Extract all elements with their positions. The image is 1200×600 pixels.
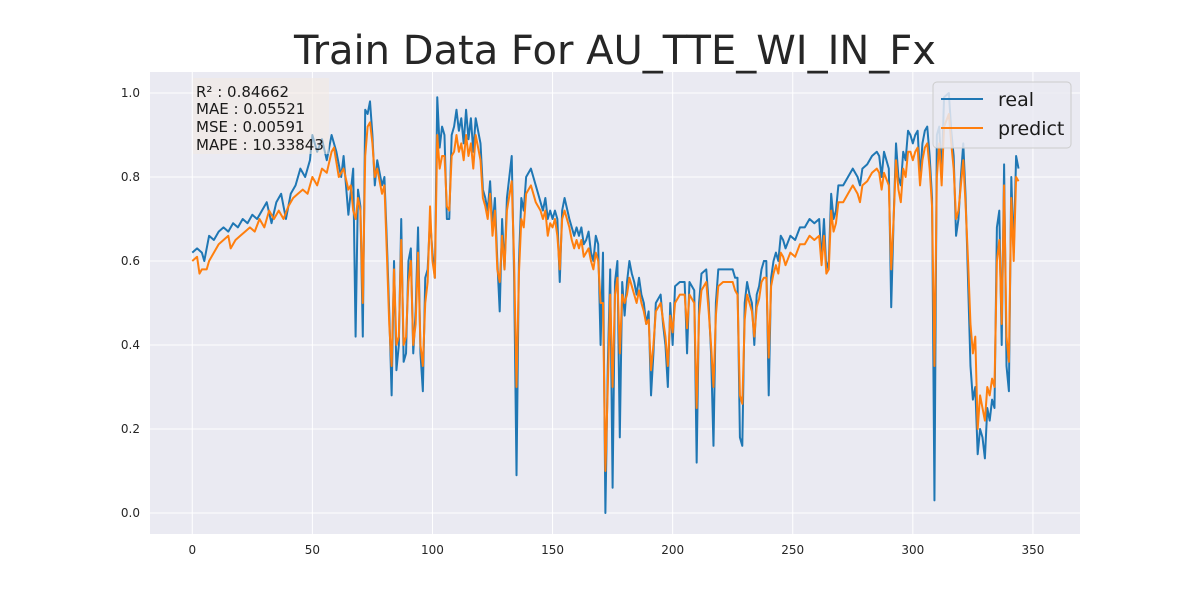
x-tick-label: 300 [901,543,924,557]
x-tick-label: 50 [305,543,320,557]
y-tick-label: 0.0 [121,506,140,520]
x-tick-label: 200 [661,543,684,557]
x-tick-label: 0 [188,543,196,557]
legend-label-predict: predict [998,118,1064,140]
x-axis: 0 50 100 150 200 250 300 350 [188,543,1044,557]
legend-label-real: real [998,89,1034,111]
x-tick-label: 150 [541,543,564,557]
y-tick-label: 0.6 [121,254,140,268]
y-tick-label: 0.4 [121,338,140,352]
x-tick-label: 350 [1021,543,1044,557]
metric-r2: R² : 0.84662 [196,83,289,101]
y-tick-label: 0.2 [121,422,140,436]
metrics-box: R² : 0.84662 MAE : 0.05521 MSE : 0.00591… [193,78,329,154]
series-layer [191,92,1020,514]
metric-mse: MSE : 0.00591 [196,118,305,136]
y-tick-label: 1.0 [121,86,140,100]
x-tick-label: 100 [421,543,444,557]
metric-mae: MAE : 0.05521 [196,100,305,118]
metric-mape: MAPE : 10.33843 [196,136,324,154]
series-line-predict [191,113,1020,472]
y-axis: 0.0 0.2 0.4 0.6 0.8 1.0 [121,86,140,520]
chart-title: Train Data For AU_TTE_WI_IN_Fx [293,28,936,74]
metrics-box-background [193,78,329,154]
legend: real predict [932,81,1072,149]
y-tick-label: 0.8 [121,170,140,184]
x-tick-label: 250 [781,543,804,557]
